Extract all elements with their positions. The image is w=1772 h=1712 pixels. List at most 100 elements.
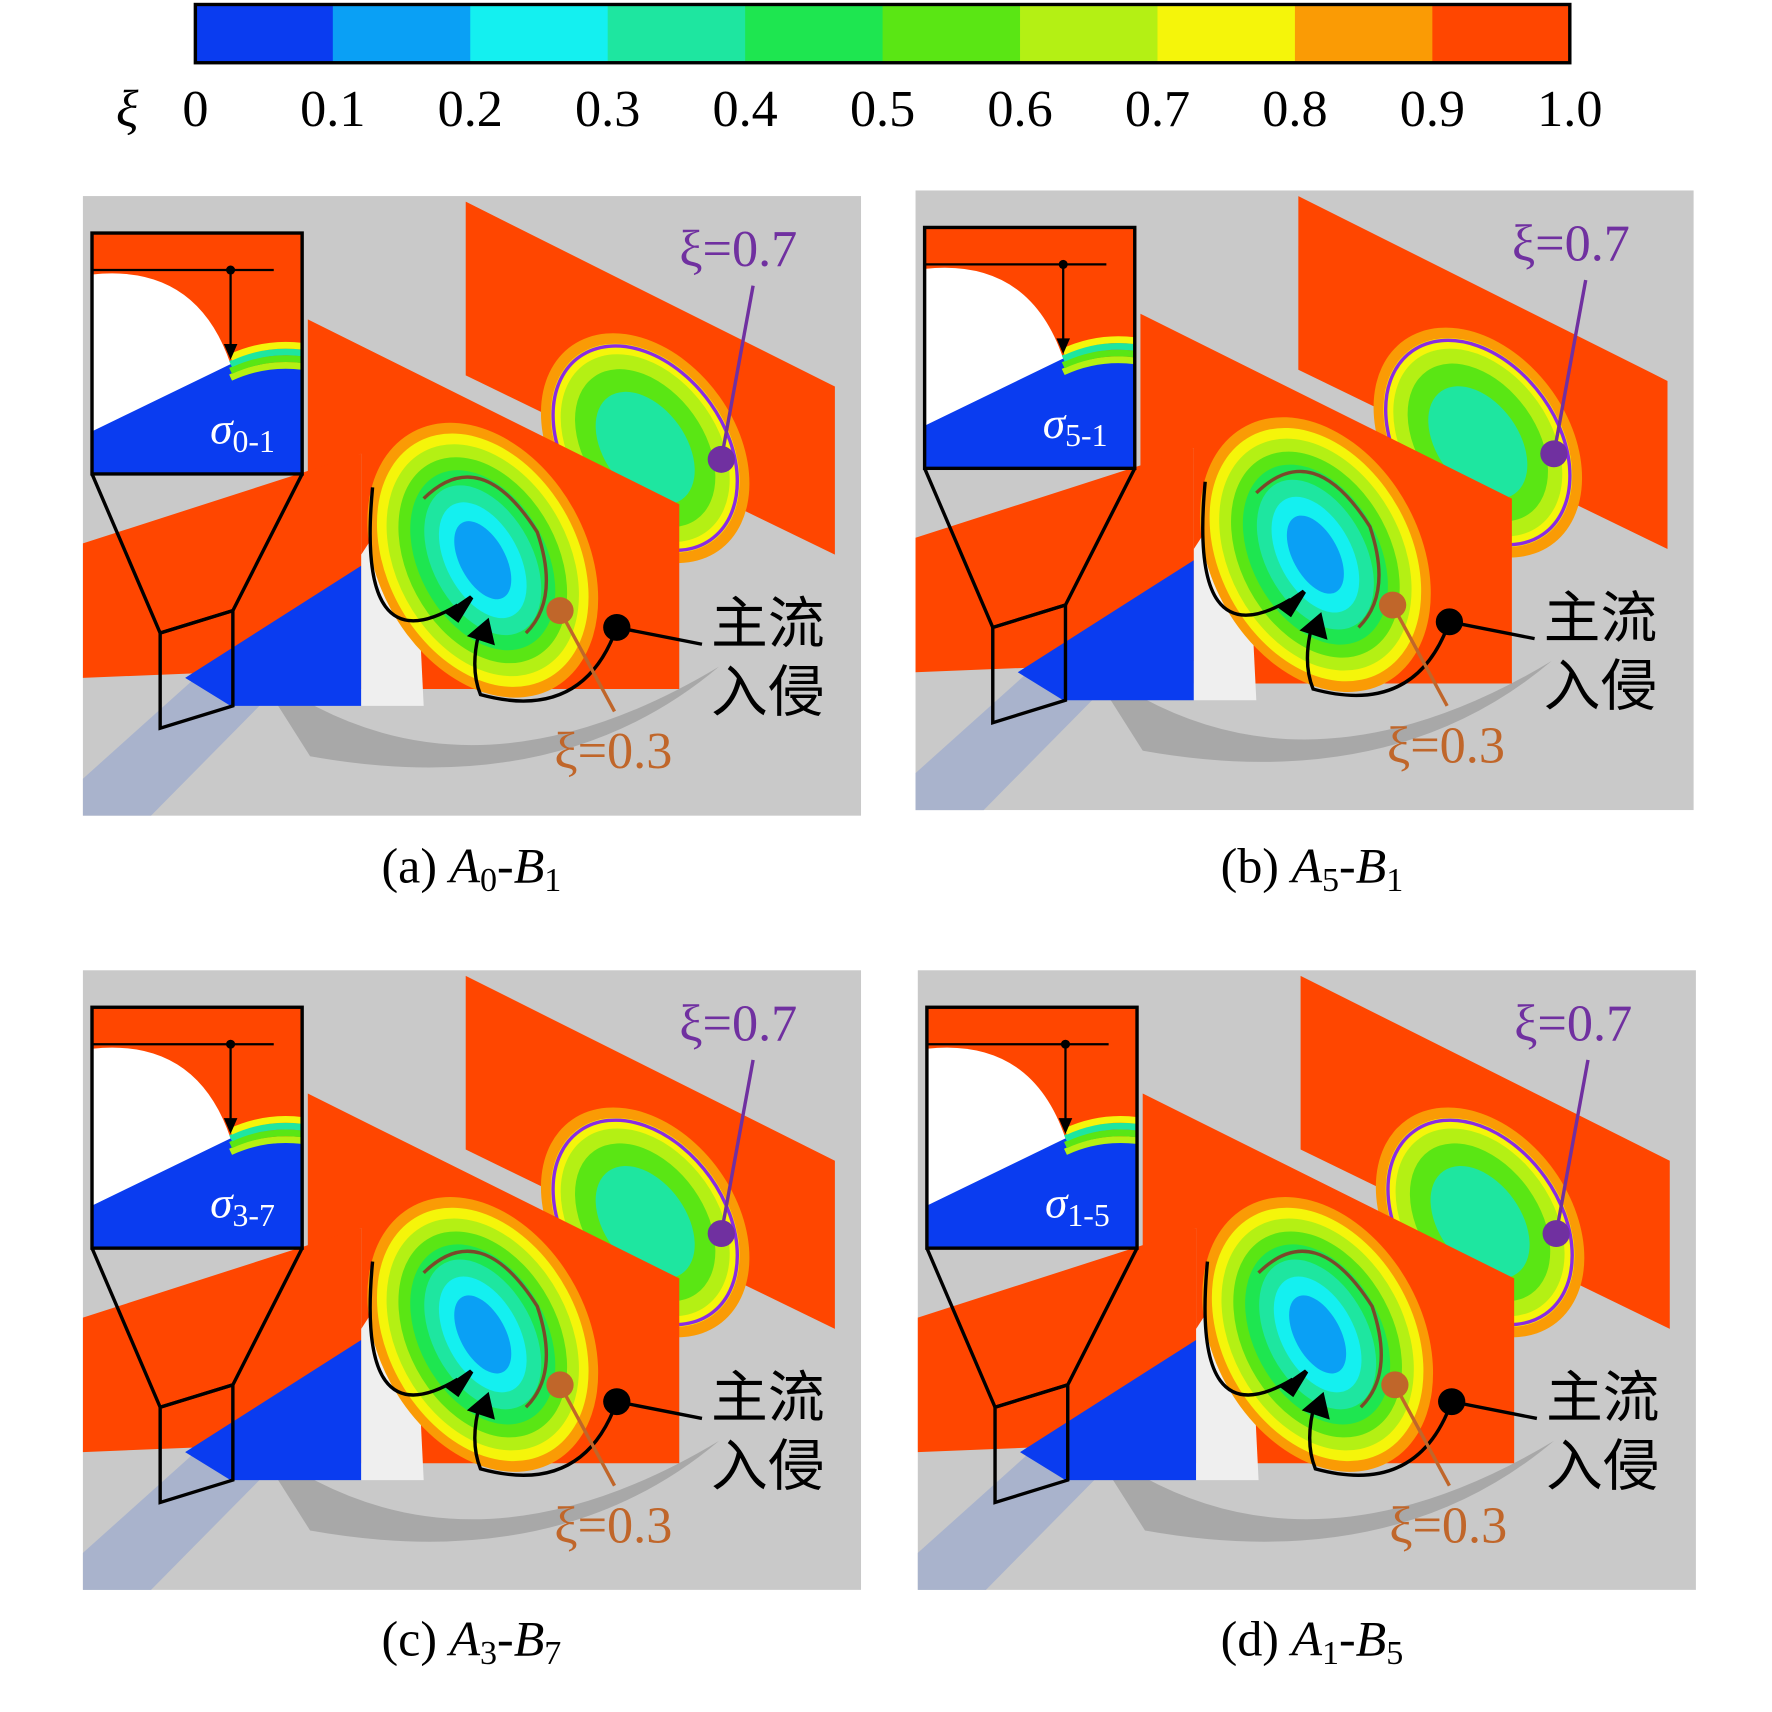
middle-isoline xyxy=(1257,1249,1383,1409)
inset-label: σ0-1 xyxy=(210,404,275,459)
colorbar-segment xyxy=(332,4,471,63)
upper-leader xyxy=(719,285,755,460)
lower-leader xyxy=(1391,604,1449,707)
inset-dot xyxy=(226,265,236,275)
inset-frame xyxy=(90,231,304,476)
inset-arrowhead xyxy=(1056,338,1071,355)
hole-shadow xyxy=(1085,661,1552,762)
middle-isoline xyxy=(422,1249,548,1409)
inset-band xyxy=(229,362,303,381)
upper-dot xyxy=(707,1220,735,1248)
caption-sep: - xyxy=(497,1612,514,1667)
inset-band xyxy=(1061,342,1136,362)
inset-subscript: 5-1 xyxy=(1065,419,1107,454)
vortex-arrow xyxy=(473,1401,619,1477)
colorbar-segment xyxy=(470,4,609,63)
colorbar-tick-label: 0.6 xyxy=(987,81,1052,138)
colorbar-tick-label: 0.9 xyxy=(1400,81,1465,138)
flow-annotation: 主流 xyxy=(711,1367,825,1432)
middle-isoline xyxy=(1255,469,1381,629)
flow-dot xyxy=(1438,1388,1466,1416)
upper-annotation: ξ=0.7 xyxy=(1512,216,1630,273)
caption-b: B xyxy=(514,839,545,894)
colorbar-tick-label: 0.1 xyxy=(300,81,365,138)
caption-a: A xyxy=(1288,839,1322,894)
inset-symbol: σ xyxy=(210,1178,234,1228)
inset-label: σ1-5 xyxy=(1045,1178,1110,1233)
flow-annotation: 主流 xyxy=(711,592,825,657)
panel-caption: (c) A3-B7 xyxy=(382,1612,562,1671)
zoom-box xyxy=(991,602,1068,725)
inset-band xyxy=(1064,1129,1138,1149)
inset-dot xyxy=(226,1039,236,1049)
flow-dot xyxy=(603,1388,631,1416)
lower-dot xyxy=(546,1371,574,1399)
flow-annotation: 主流 xyxy=(1544,587,1658,652)
middle-contour xyxy=(454,1295,512,1374)
lower-annotation: ξ=0.3 xyxy=(554,1498,672,1555)
inset-arrowhead xyxy=(223,343,238,360)
vortex-arrow xyxy=(1203,1261,1294,1397)
inset-symbol: σ xyxy=(210,404,234,454)
inset-symbol: σ xyxy=(1045,1178,1069,1228)
colorbar-tick-label: 0.5 xyxy=(850,81,915,138)
arrowhead xyxy=(444,1369,474,1398)
flow-dot xyxy=(1435,608,1464,636)
caption-a-sub: 3 xyxy=(480,1635,497,1672)
colorbar-segment xyxy=(882,4,1021,63)
colorbar-segment xyxy=(1294,4,1433,63)
inset-band xyxy=(1064,1136,1138,1155)
colorbar-tick-label: 0 xyxy=(182,81,208,138)
caption-sep: - xyxy=(1339,1612,1356,1667)
upper-leader xyxy=(719,1059,755,1234)
colorbar-segment xyxy=(607,4,746,63)
colorbar-tick-label: 0.4 xyxy=(713,81,778,138)
arrowhead xyxy=(444,595,474,623)
inset-jet xyxy=(92,364,303,474)
caption-sep: - xyxy=(497,839,514,894)
middle-isoline xyxy=(422,475,548,635)
vortex-arrow xyxy=(473,626,619,703)
caption-b: B xyxy=(514,1612,545,1667)
caption-tag: (d) xyxy=(1221,1612,1292,1667)
arrowhead xyxy=(1277,589,1306,618)
flow-annotation: 入侵 xyxy=(711,1435,825,1500)
flow-annotation: 入侵 xyxy=(711,661,825,726)
arrowhead xyxy=(1301,1391,1330,1420)
inset-frame xyxy=(922,225,1137,471)
middle-contour xyxy=(1289,1295,1347,1374)
inset-band xyxy=(229,355,303,374)
inset-band xyxy=(1064,1116,1138,1135)
arrowhead xyxy=(466,617,495,646)
colorbar-segment xyxy=(1432,4,1571,63)
lower-leader xyxy=(558,609,617,713)
inset-jet xyxy=(926,1138,1138,1249)
flow-leader xyxy=(616,1399,703,1421)
colorbar-symbol: ξ xyxy=(116,81,139,138)
caption-a: A xyxy=(1288,1612,1322,1667)
caption-b: B xyxy=(1356,1612,1387,1667)
lower-leader xyxy=(1393,1384,1451,1487)
colorbar-tick-label: 1.0 xyxy=(1537,81,1602,138)
colorbar-tick-label: 0.8 xyxy=(1262,81,1327,138)
left-plane-jet xyxy=(185,565,362,706)
upper-annotation: ξ=0.7 xyxy=(679,221,797,278)
lower-annotation: ξ=0.3 xyxy=(1389,1498,1507,1555)
lower-leader xyxy=(558,1384,617,1487)
middle-contour xyxy=(454,521,512,600)
inset-subscript: 0-1 xyxy=(233,424,275,459)
vortex-arrow xyxy=(1201,481,1292,617)
colorbar-segment xyxy=(1157,4,1296,63)
zoom-box xyxy=(158,1382,235,1505)
arrowhead xyxy=(466,1391,495,1420)
caption-a: A xyxy=(446,839,480,894)
lower-annotation: ξ=0.3 xyxy=(1387,718,1505,775)
caption-a-sub: 5 xyxy=(1322,862,1339,899)
inset-frame xyxy=(925,1005,1139,1250)
inset-dot xyxy=(1058,259,1068,269)
panel-caption: (d) A1-B5 xyxy=(1221,1612,1404,1671)
upper-leader xyxy=(1552,279,1588,455)
hole-shadow xyxy=(253,666,720,768)
colorbar-tick-label: 0.2 xyxy=(438,81,503,138)
